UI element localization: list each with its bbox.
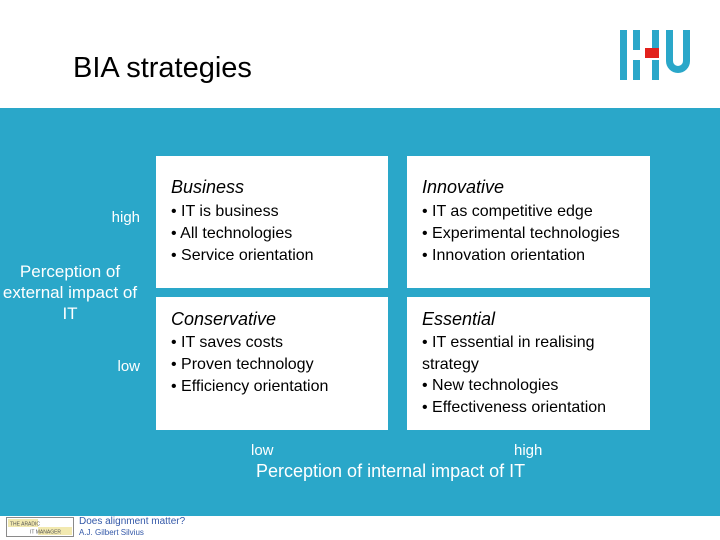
footer-logo-top: THE ARADIC <box>10 522 40 528</box>
x-axis-high-label: high <box>514 442 543 459</box>
quadrant-item: strategy <box>422 355 479 373</box>
quadrant-innovative: Innovative • IT as competitive edge • Ex… <box>407 156 650 288</box>
quadrant-item: • All technologies <box>171 225 293 242</box>
x-axis-title: Perception of internal impact of IT <box>256 461 526 481</box>
quadrant-business: Business • IT is business • All technolo… <box>156 156 388 288</box>
quadrant-item: • IT saves costs <box>171 334 284 351</box>
quadrant-title: Innovative <box>422 177 505 197</box>
quadrant-items: • IT saves costs • Proven technology • E… <box>171 332 328 398</box>
quadrant-items: • IT essential in realising strategy • N… <box>422 332 606 418</box>
quadrant-item: • Efficiency orientation <box>171 378 329 395</box>
quadrant-item: • Experimental technologies <box>422 225 620 242</box>
quadrant-conservative: Conservative • IT saves costs • Proven t… <box>156 297 388 430</box>
y-axis-low-label: low <box>117 358 140 375</box>
footer-logo-bottom: IT MANAGER <box>30 530 61 536</box>
quadrant-item: • IT essential in realising <box>422 334 595 351</box>
quadrant-title: Essential <box>422 309 496 329</box>
quadrant-item: • Effectiveness orientation <box>422 398 607 416</box>
hu-logo-icon <box>620 30 690 80</box>
page-title: BIA strategies <box>73 52 252 84</box>
x-axis-low-label: low <box>251 442 274 459</box>
quadrant-items: • IT as competitive edge • Experimental … <box>422 201 620 267</box>
quadrant-essential: Essential • IT essential in realising st… <box>407 297 650 430</box>
quadrant-item: • Service orientation <box>171 247 314 264</box>
quadrant-item: • IT as competitive edge <box>422 203 593 220</box>
footer-bar <box>0 516 720 540</box>
it-manager-logo-icon: THE ARADIC IT MANAGER <box>6 517 74 537</box>
quadrant-items: • IT is business • All technologies • Se… <box>171 201 314 267</box>
y-axis-title: Perception of external impact of IT <box>2 262 138 323</box>
quadrant-title: Business <box>171 177 245 197</box>
quadrant-item: • Proven technology <box>171 356 314 373</box>
quadrant-item: • IT is business <box>171 203 279 220</box>
footer-author: A.J. Gilbert Silvius <box>79 528 144 537</box>
quadrant-item: • New technologies <box>422 377 559 394</box>
footer-text: Does alignment matter? <box>79 516 186 527</box>
y-axis-high-label: high <box>111 209 140 226</box>
quadrant-item: • Innovation orientation <box>422 247 586 264</box>
quadrant-title: Conservative <box>171 309 277 329</box>
